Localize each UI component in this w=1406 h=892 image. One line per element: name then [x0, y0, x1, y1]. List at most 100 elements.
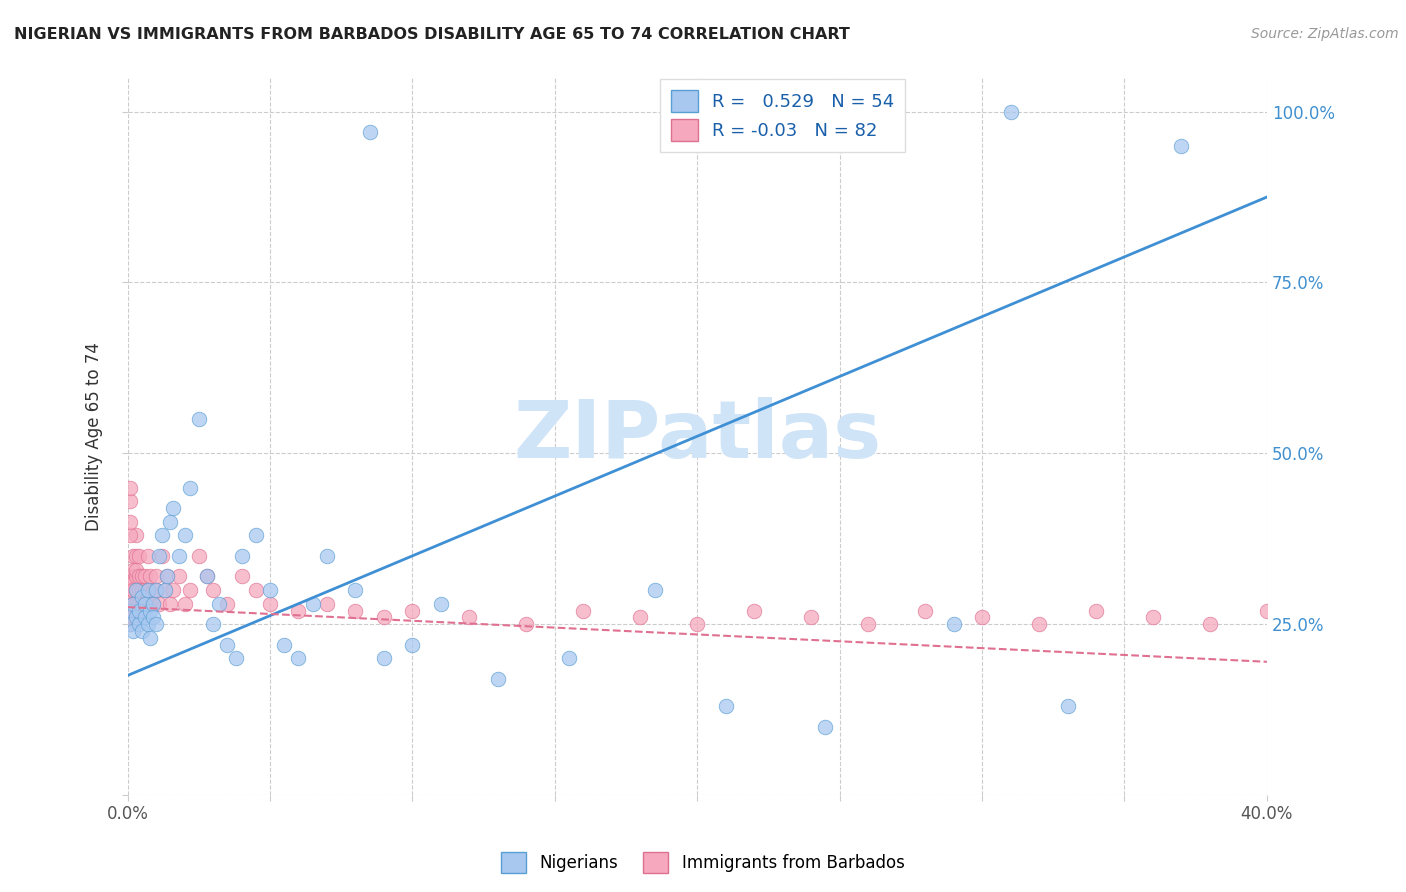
Point — [1056, 699, 1078, 714]
Point — [125, 597, 148, 611]
Point — [136, 617, 159, 632]
Point — [153, 582, 176, 597]
Point — [287, 651, 309, 665]
Point — [120, 597, 142, 611]
Point — [136, 582, 159, 597]
Point — [145, 582, 167, 597]
Point — [128, 603, 150, 617]
Point — [202, 582, 225, 597]
Point — [856, 617, 879, 632]
Point — [173, 597, 195, 611]
Point — [162, 501, 184, 516]
Point — [125, 562, 148, 576]
Point — [628, 610, 651, 624]
Legend: Nigerians, Immigrants from Barbados: Nigerians, Immigrants from Barbados — [495, 846, 911, 880]
Point — [122, 582, 145, 597]
Point — [970, 610, 993, 624]
Point — [134, 569, 156, 583]
Point — [145, 617, 167, 632]
Point — [145, 569, 167, 583]
Point — [139, 597, 162, 611]
Point — [259, 597, 281, 611]
Point — [131, 624, 153, 638]
Point — [122, 610, 145, 624]
Point — [231, 549, 253, 563]
Point — [1000, 104, 1022, 119]
Point — [1199, 617, 1222, 632]
Y-axis label: Disability Age 65 to 74: Disability Age 65 to 74 — [86, 342, 103, 531]
Point — [359, 125, 381, 139]
Point — [1256, 603, 1278, 617]
Point — [128, 549, 150, 563]
Point — [128, 597, 150, 611]
Point — [122, 582, 145, 597]
Point — [131, 590, 153, 604]
Point — [156, 569, 179, 583]
Point — [742, 603, 765, 617]
Point — [136, 582, 159, 597]
Point — [259, 582, 281, 597]
Point — [120, 610, 142, 624]
Point — [139, 631, 162, 645]
Point — [134, 597, 156, 611]
Point — [187, 412, 209, 426]
Point — [139, 603, 162, 617]
Point — [131, 582, 153, 597]
Legend: R =   0.529   N = 54, R = -0.03   N = 82: R = 0.529 N = 54, R = -0.03 N = 82 — [659, 79, 905, 153]
Point — [136, 549, 159, 563]
Point — [150, 528, 173, 542]
Point — [120, 603, 142, 617]
Point — [814, 720, 837, 734]
Point — [120, 590, 142, 604]
Point — [316, 549, 339, 563]
Point — [195, 569, 218, 583]
Point — [1028, 617, 1050, 632]
Point — [1142, 610, 1164, 624]
Point — [120, 603, 142, 617]
Point — [120, 515, 142, 529]
Text: NIGERIAN VS IMMIGRANTS FROM BARBADOS DISABILITY AGE 65 TO 74 CORRELATION CHART: NIGERIAN VS IMMIGRANTS FROM BARBADOS DIS… — [14, 27, 851, 42]
Point — [344, 603, 367, 617]
Point — [1085, 603, 1108, 617]
Point — [800, 610, 823, 624]
Point — [134, 610, 156, 624]
Point — [120, 576, 142, 591]
Point — [316, 597, 339, 611]
Point — [301, 597, 323, 611]
Point — [167, 549, 190, 563]
Point — [150, 549, 173, 563]
Point — [942, 617, 965, 632]
Point — [120, 610, 142, 624]
Point — [202, 617, 225, 632]
Point — [714, 699, 737, 714]
Point — [131, 569, 153, 583]
Point — [430, 597, 453, 611]
Point — [122, 603, 145, 617]
Point — [142, 582, 165, 597]
Point — [217, 597, 239, 611]
Point — [128, 582, 150, 597]
Point — [167, 569, 190, 583]
Point — [122, 562, 145, 576]
Text: Source: ZipAtlas.com: Source: ZipAtlas.com — [1251, 27, 1399, 41]
Point — [245, 582, 267, 597]
Point — [217, 638, 239, 652]
Point — [125, 582, 148, 597]
Point — [195, 569, 218, 583]
Point — [644, 582, 666, 597]
Point — [120, 494, 142, 508]
Point — [458, 610, 481, 624]
Point — [125, 582, 148, 597]
Point — [373, 651, 395, 665]
Point — [122, 624, 145, 638]
Point — [231, 569, 253, 583]
Point — [1170, 138, 1192, 153]
Point — [125, 528, 148, 542]
Point — [287, 603, 309, 617]
Point — [558, 651, 581, 665]
Point — [120, 481, 142, 495]
Point — [122, 590, 145, 604]
Point — [125, 569, 148, 583]
Point — [373, 610, 395, 624]
Point — [120, 597, 142, 611]
